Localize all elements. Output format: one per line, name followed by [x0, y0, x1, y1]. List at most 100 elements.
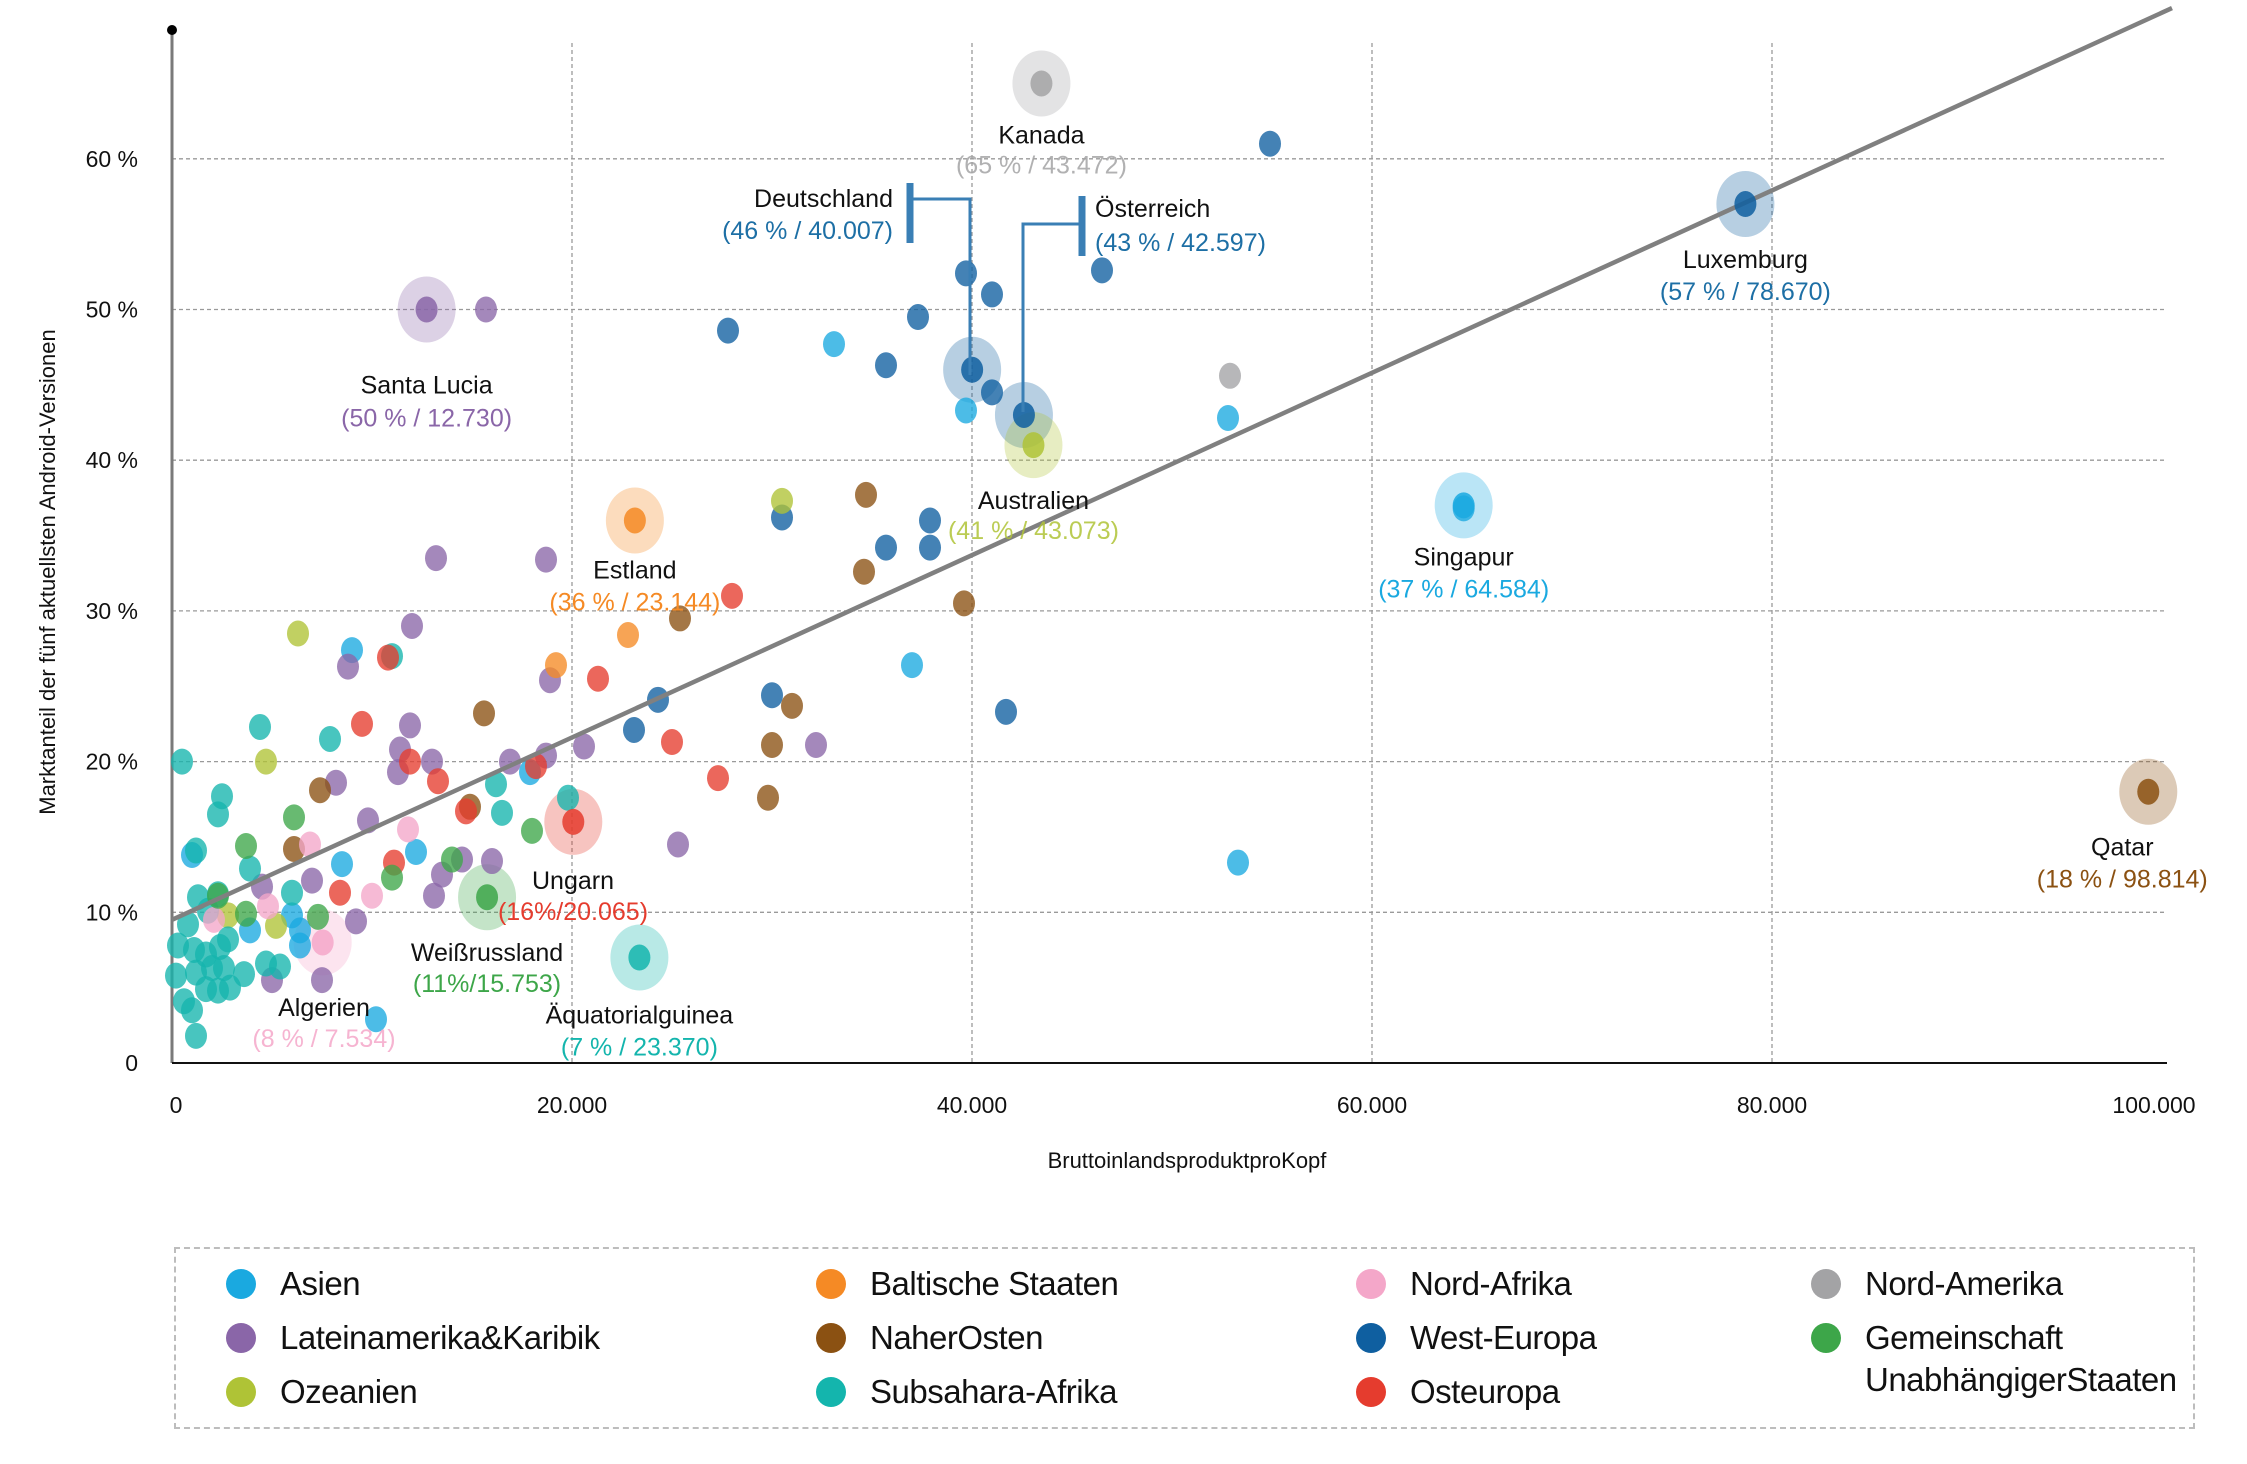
legend-label: West-Europa: [1410, 1319, 1597, 1356]
data-point: [1091, 257, 1113, 284]
annotation-value: (65 % / 43.472): [956, 151, 1127, 179]
trend-line-group: [171, 6, 2173, 922]
data-point: [399, 712, 421, 739]
legend-label: Subsahara-Afrika: [870, 1373, 1117, 1410]
legend-label: Ozeanien: [280, 1373, 418, 1410]
data-point: [757, 784, 779, 811]
annotation-name: Australien: [978, 487, 1089, 515]
legend-label: Nord-Afrika: [1410, 1265, 1572, 1302]
data-point: [361, 882, 383, 909]
highlight-dot: [628, 944, 651, 971]
data-point: [249, 713, 271, 740]
data-point: [455, 798, 477, 825]
data-point: [545, 652, 567, 679]
legend-dot-icon: [816, 1269, 846, 1299]
data-point: [377, 644, 399, 671]
data-point: [235, 900, 257, 927]
highlight-dot: [311, 929, 334, 956]
legend-item-ozeanien: Ozeanien: [226, 1371, 600, 1425]
data-point: [907, 304, 929, 331]
annotation-value: (8 % / 7.534): [252, 1025, 395, 1053]
x-tick-label: 40.000: [937, 1092, 1007, 1118]
legend-dot-icon: [1356, 1323, 1386, 1353]
highlight-dot: [1452, 492, 1475, 519]
data-point: [901, 652, 923, 679]
legend-item-lateinamerika: Lateinamerika&Karibik: [226, 1317, 600, 1371]
data-point: [289, 932, 311, 959]
data-point: [211, 783, 233, 810]
legend-item-osteuropa: Osteuropa: [1356, 1371, 1596, 1425]
x-tick-label: 60.000: [1337, 1092, 1407, 1118]
data-point: [535, 546, 557, 573]
data-point: [717, 317, 739, 344]
y-tick-labels: 0 10 % 20 % 30 % 40 % 50 % 60 %: [86, 146, 138, 1076]
data-point: [1217, 405, 1239, 432]
annotation-name: Österreich: [1095, 195, 1210, 223]
annotation: Luxemburg (57 % / 78.670): [1660, 246, 1831, 306]
data-point: [165, 962, 187, 989]
annotation-value: (36 % / 23.144): [549, 588, 720, 616]
data-points: [165, 130, 1475, 1049]
highlight-dot: [1022, 432, 1045, 459]
y-axis-title: Marktanteil der fünf aktuellsten Android…: [35, 329, 60, 815]
data-point: [171, 748, 193, 775]
data-point: [953, 590, 975, 617]
highlight-dot: [476, 884, 499, 911]
y-tick-label: 50 %: [86, 297, 138, 323]
data-point: [573, 733, 595, 760]
data-point: [995, 698, 1017, 725]
data-point: [955, 397, 977, 424]
axes: [167, 25, 2167, 1064]
annotation-value: (43 % / 42.597): [1095, 229, 1266, 257]
data-point: [311, 967, 333, 994]
annotation: Österreich (43 % / 42.597): [1095, 195, 1266, 257]
data-point: [525, 753, 547, 780]
legend-item-gus: Gemeinschaft UnabhängigerStaaten: [1811, 1317, 2177, 1401]
annotation: Santa Lucia (50 % / 12.730): [341, 372, 512, 433]
data-point: [265, 912, 287, 939]
data-point: [855, 481, 877, 508]
data-point: [853, 558, 875, 585]
annotation-value: (57 % / 78.670): [1660, 278, 1831, 306]
annotation: Kanada(65 % / 43.472): [956, 121, 1127, 179]
data-point: [761, 682, 783, 709]
highlight-dot: [562, 808, 585, 835]
data-point: [281, 902, 303, 929]
data-point: [805, 732, 827, 759]
annotation: Äquatorialguinea (7 % / 23.370): [546, 1002, 734, 1062]
data-point: [491, 799, 513, 826]
legend-item-nord-amerika: Nord-Amerika: [1811, 1263, 2177, 1317]
data-point: [707, 765, 729, 792]
data-point: [329, 879, 351, 906]
annotation-value: (11%/15.753): [413, 970, 561, 998]
data-point: [213, 955, 235, 982]
data-point: [761, 732, 783, 759]
annotation-name: Santa Lucia: [361, 372, 493, 400]
oesterreich-leader-line: [1021, 222, 1082, 412]
y-axis-end-dot: [167, 25, 177, 35]
data-point: [771, 487, 793, 514]
legend-dot-icon: [1811, 1323, 1841, 1353]
data-point: [587, 665, 609, 692]
data-point: [623, 716, 645, 743]
legend-dot-icon: [226, 1323, 256, 1353]
annotation-name: Ungarn: [532, 867, 614, 895]
y-tick-label: 40 %: [86, 447, 138, 473]
y-tick-label: 20 %: [86, 749, 138, 775]
legend-label: Baltische Staaten: [870, 1265, 1119, 1302]
data-point: [331, 851, 353, 878]
legend-label: Nord-Amerika: [1865, 1265, 2063, 1302]
scatter-chart: 0 20.000 40.000 60.000 80.000 100.000 0 10 % 20…: [35, 6, 2208, 1173]
annotation-name: Äquatorialguinea: [546, 1002, 734, 1030]
data-point: [557, 784, 579, 811]
legend-dot-icon: [816, 1377, 846, 1407]
legend: Asien Lateinamerika&Karibik Ozeanien Bal…: [174, 1247, 2195, 1429]
legend-item-asien: Asien: [226, 1263, 600, 1317]
trend-line: [171, 6, 2173, 922]
legend-dot-icon: [1356, 1377, 1386, 1407]
annotations: Kanada(65 % / 43.472) Deutschland (46 % / …: [252, 121, 2207, 1061]
data-point: [425, 545, 447, 572]
data-point: [397, 816, 419, 843]
data-point: [475, 296, 497, 323]
data-point: [661, 729, 683, 756]
